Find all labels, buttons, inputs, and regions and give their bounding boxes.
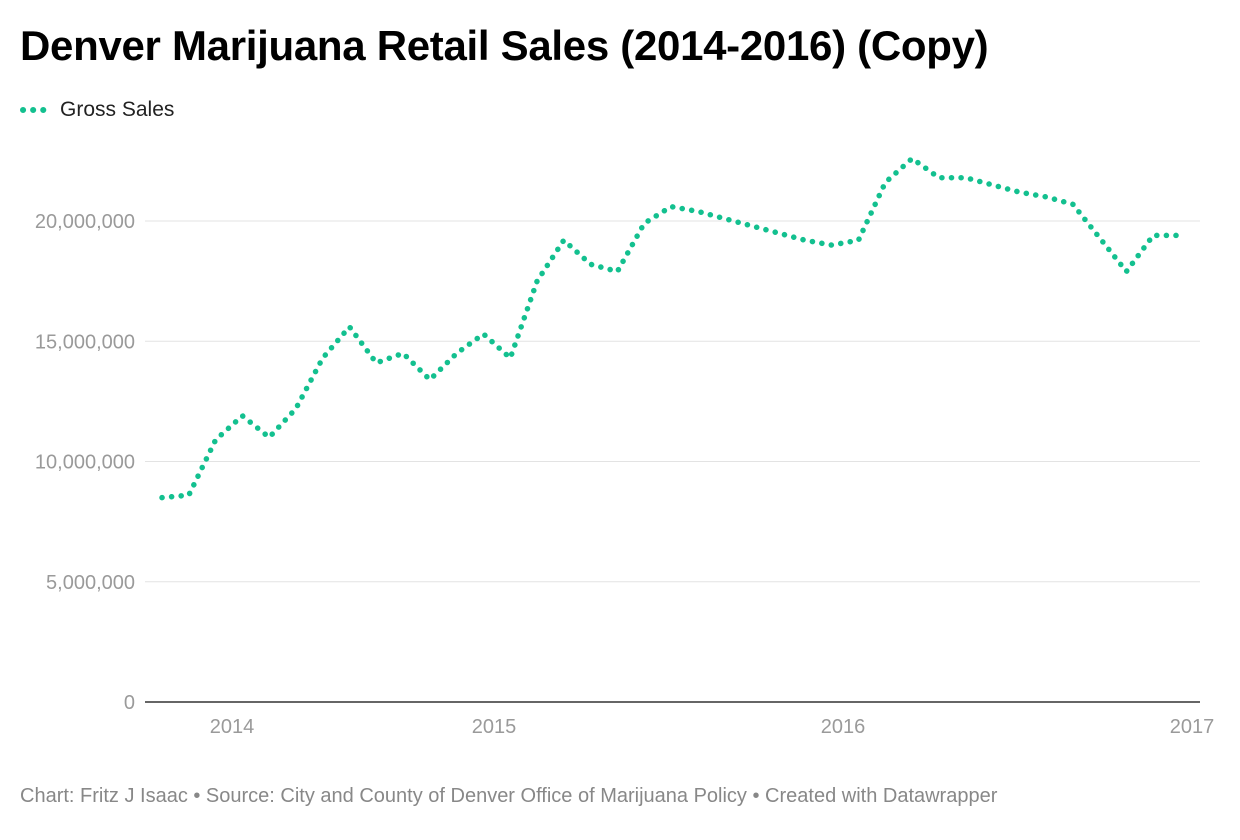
legend-swatch-gross-sales bbox=[20, 107, 50, 113]
y-tick-label: 20,000,000 bbox=[35, 211, 135, 233]
chart-title: Denver Marijuana Retail Sales (2014-2016… bbox=[20, 22, 989, 69]
legend-label-gross-sales: Gross Sales bbox=[60, 98, 175, 121]
series-line-gross-sales bbox=[159, 155, 1183, 501]
x-tick-label: 2015 bbox=[472, 716, 517, 738]
y-tick-label: 5,000,000 bbox=[46, 572, 135, 594]
x-tick-label: 2016 bbox=[821, 716, 866, 738]
y-tick-label: 10,000,000 bbox=[35, 452, 135, 474]
chart-footer: Chart: Fritz J Isaac • Source: City and … bbox=[20, 785, 998, 807]
y-tick-label: 15,000,000 bbox=[35, 331, 135, 353]
x-tick-label: 2017 bbox=[1170, 716, 1215, 738]
y-tick-label: 0 bbox=[124, 692, 135, 714]
legend: Gross Sales bbox=[20, 98, 174, 122]
x-tick-label: 2014 bbox=[210, 716, 255, 738]
